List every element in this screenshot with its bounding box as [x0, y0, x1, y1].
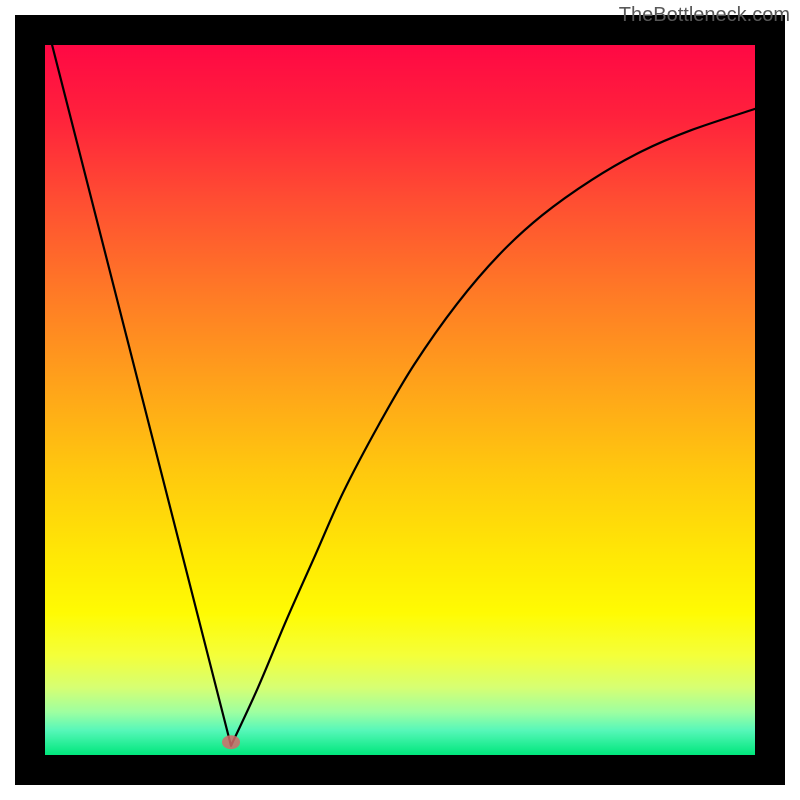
chart-stage: TheBottleneck.com: [0, 0, 800, 800]
gradient-background: [45, 45, 755, 755]
minimum-marker: [222, 735, 240, 749]
bottleneck-chart-svg: [0, 0, 800, 800]
